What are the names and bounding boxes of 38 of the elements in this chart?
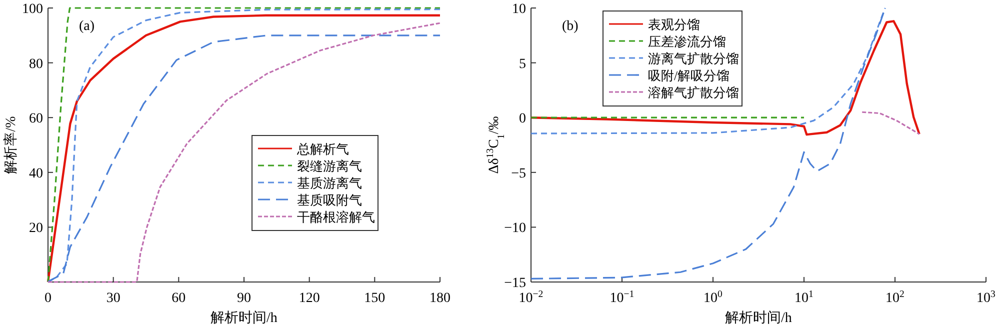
x-axis-title: 解析时间/h [210, 310, 278, 326]
legend-label: 溶解气扩散分馏 [648, 85, 739, 100]
x-tick-label: 10$^{3}$ [976, 288, 996, 306]
legend-label: 吸附/解吸分馏 [648, 68, 730, 83]
y-tick-label: −5 [511, 166, 526, 182]
y-axis-title: 解析率/% [3, 116, 19, 174]
legend-label: 干酪根溶解气 [297, 210, 375, 224]
annotation: (a) [79, 19, 95, 34]
y-tick-label: 0 [519, 112, 526, 127]
x-axis-title: 解析时间/h [725, 310, 792, 326]
legend-label: 压差渗流分馏 [648, 34, 726, 49]
y-tick-label: 10 [512, 2, 526, 17]
y-tick-label: 80 [29, 56, 43, 72]
legend-label: 总解析气 [296, 142, 349, 156]
legend-label: 游离气扩散分馏 [648, 51, 739, 66]
y-tick-label: −10 [504, 221, 526, 236]
legend-label: 基质吸附气 [297, 192, 362, 208]
y-tick-label: 60 [29, 112, 43, 127]
legend-label: 基质游离气 [297, 176, 362, 190]
y-tick-label: −15 [504, 276, 526, 291]
x-tick-label: 180 [430, 291, 450, 306]
legend-label: 表观分馏 [648, 17, 700, 32]
y-tick-label: 20 [29, 221, 43, 236]
x-tick-label: 10$^{−1}$ [610, 288, 634, 306]
y-tick-label: 100 [22, 2, 43, 17]
annotation: (b) [562, 19, 579, 34]
x-tick-label: 30 [106, 291, 120, 306]
x-tick-label: 150 [364, 291, 386, 306]
x-tick-label: 10$^{0}$ [704, 288, 723, 306]
x-tick-label: 90 [237, 291, 251, 306]
y-tick-label: 40 [29, 166, 43, 182]
x-tick-label: 60 [172, 291, 186, 306]
legend-label: 裂缝游离气 [297, 158, 362, 174]
x-tick-label: 120 [298, 291, 320, 306]
y-tick-label: 5 [519, 56, 526, 72]
x-tick-label: 10$^{2}$ [886, 288, 905, 306]
x-tick-label: 10$^{−2}$ [518, 288, 544, 306]
x-tick-label: 10$^{1}$ [794, 288, 814, 306]
